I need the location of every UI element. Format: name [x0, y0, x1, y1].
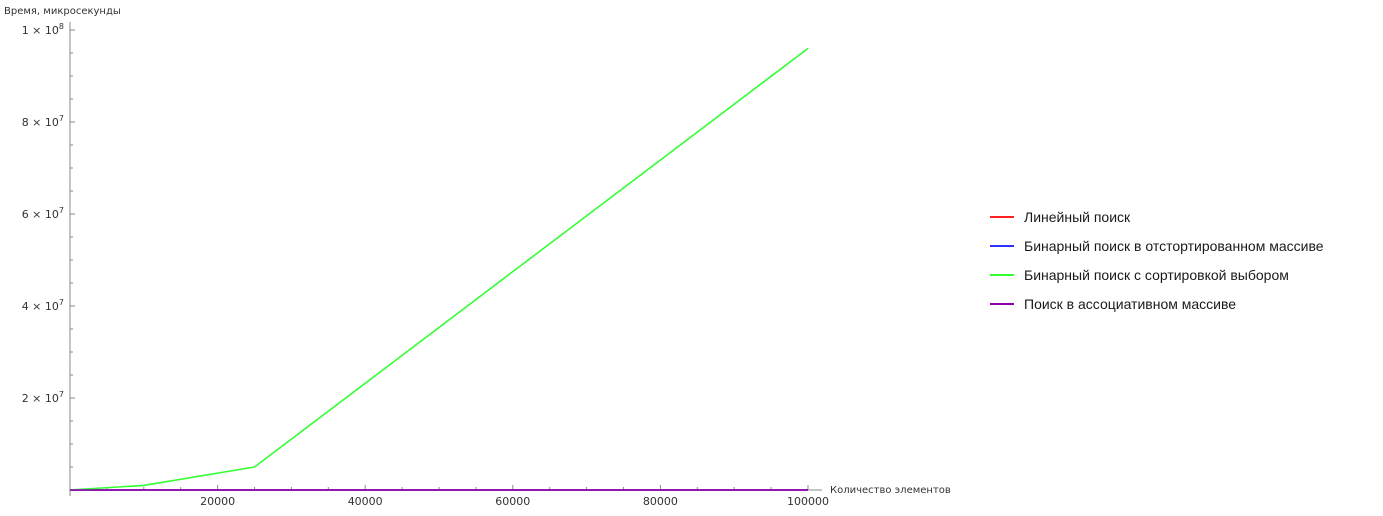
x-tick-label: 60000 — [495, 495, 530, 508]
series-line-3 — [69, 47, 809, 491]
legend-label: Бинарный поиск в отстортированном массив… — [1024, 237, 1324, 254]
y-tick-label: 2 × 107 — [22, 390, 64, 405]
legend-swatch — [990, 302, 1014, 305]
legend-item: Поиск в ассоциативном массиве — [990, 289, 1324, 318]
x-tick-label: 80000 — [643, 495, 678, 508]
legend-swatch — [990, 244, 1014, 247]
legend-swatch — [990, 215, 1014, 218]
y-tick-label: 4 × 107 — [22, 298, 64, 313]
y-tick-label: 1 × 108 — [22, 22, 64, 37]
x-tick-label: 40000 — [348, 495, 383, 508]
legend-item: Бинарный поиск в отстортированном массив… — [990, 231, 1324, 260]
legend-item: Бинарный поиск с сортировкой выбором — [990, 260, 1324, 289]
legend-label: Бинарный поиск с сортировкой выбором — [1024, 266, 1289, 283]
legend-item: Линейный поиск — [990, 202, 1324, 231]
legend-label: Поиск в ассоциативном массиве — [1024, 295, 1237, 312]
legend-swatch — [990, 273, 1014, 276]
y-axis-label: Время, микросекунды — [4, 6, 121, 17]
x-tick-label: 100000 — [787, 495, 829, 508]
legend: Линейный поиск Бинарный поиск в отстортир… — [990, 202, 1324, 318]
x-tick-label: 20000 — [200, 495, 235, 508]
x-axis-label: Количество элементов — [830, 485, 951, 496]
legend-label: Линейный поиск — [1024, 208, 1131, 225]
y-tick-label: 8 × 107 — [22, 114, 64, 129]
y-tick-label: 6 × 107 — [22, 206, 64, 221]
